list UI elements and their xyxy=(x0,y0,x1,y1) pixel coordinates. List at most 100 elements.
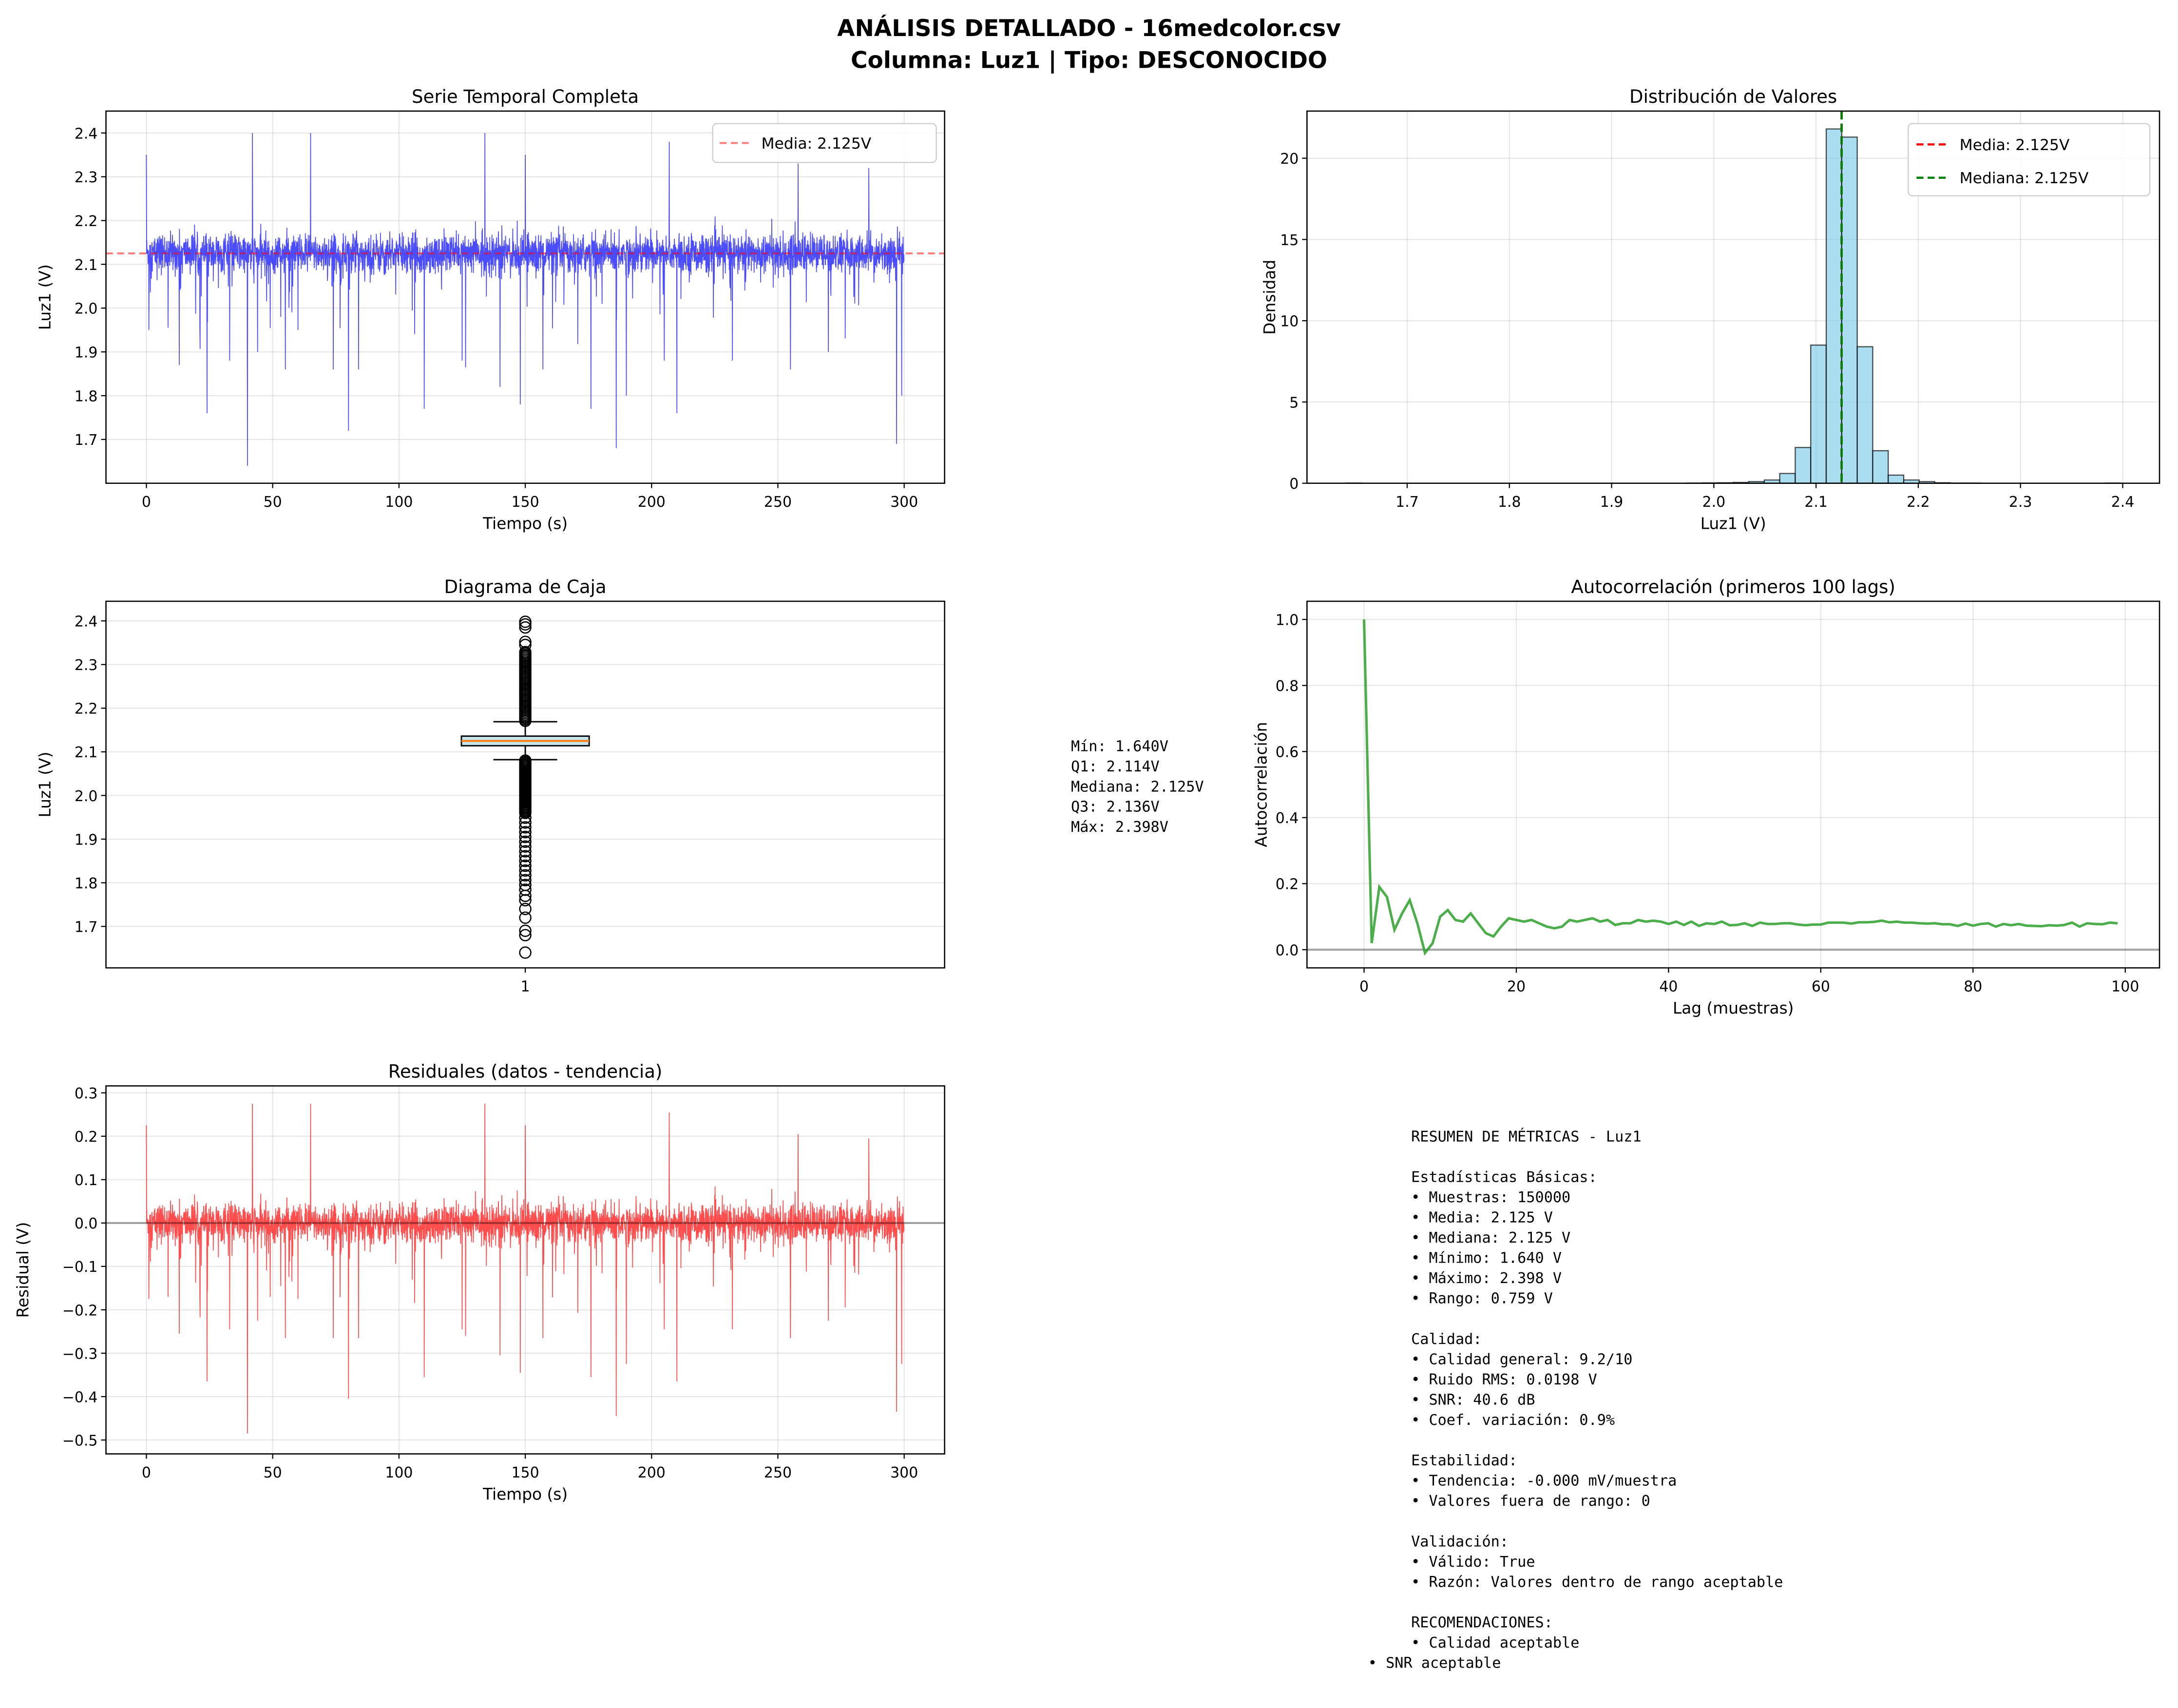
box-stats-line: Q1: 2.114V xyxy=(1071,758,1160,775)
y-tick-label: 1.0 xyxy=(1276,612,1299,629)
y-tick-label: 2.4 xyxy=(75,614,98,631)
x-tick-label: 50 xyxy=(264,1464,282,1481)
outlier-marker xyxy=(519,864,532,877)
summary-line: Calidad: xyxy=(1411,1331,1482,1348)
x-axis-label: Luz1 (V) xyxy=(1700,515,1766,533)
outlier-marker xyxy=(519,835,532,848)
summary-line: • Mediana: 2.125 V xyxy=(1411,1229,1570,1247)
outlier-marker xyxy=(519,929,532,941)
x-tick-label: 2.2 xyxy=(1907,494,1930,511)
summary-line: • Mínimo: 1.640 V xyxy=(1411,1250,1562,1267)
outlier-marker xyxy=(519,894,532,907)
x-tick-label: 100 xyxy=(385,1464,413,1481)
summary-line: • Máximo: 2.398 V xyxy=(1411,1270,1562,1287)
outlier-marker xyxy=(519,946,532,959)
outlier-marker xyxy=(519,859,532,872)
y-tick-label: 2.2 xyxy=(75,701,98,718)
x-tick-label: 150 xyxy=(512,1464,539,1481)
serie-frame xyxy=(105,110,945,484)
axes-title: Residuales (datos - tendencia) xyxy=(388,1061,663,1082)
acf-axes xyxy=(1302,601,2160,973)
x-tick-label: 0 xyxy=(142,494,151,511)
summary-line: • Tendencia: -0.000 mV/muestra xyxy=(1411,1473,1677,1490)
outlier-marker xyxy=(519,621,532,634)
y-tick-label: 0 xyxy=(1289,476,1299,493)
outlier-marker xyxy=(519,816,532,829)
summary-line: Validación: xyxy=(1411,1533,1509,1550)
outlier-marker xyxy=(519,638,532,652)
x-tick-label: 1.8 xyxy=(1498,494,1521,511)
y-axis-label: Luz1 (V) xyxy=(36,752,55,818)
y-tick-label: 0.4 xyxy=(1276,810,1299,827)
y-axis-label: Densidad xyxy=(1261,260,1279,335)
summary-line: • Calidad aceptable xyxy=(1411,1634,1579,1651)
legend-box xyxy=(712,123,937,163)
y-tick-label: 2.2 xyxy=(75,213,98,230)
figure-title: ANÁLISIS DETALLADO - 16medcolor.csv xyxy=(837,15,1341,42)
summary-line: • Razón: Valores dentro de rango aceptab… xyxy=(1411,1574,1783,1591)
histogram-bar xyxy=(1872,450,1889,484)
legend-mean-label: Media: 2.125V xyxy=(761,135,871,153)
x-tick-label: 2.3 xyxy=(2009,494,2032,511)
legend-median-label: Mediana: 2.125V xyxy=(1960,170,2089,187)
outlier-marker xyxy=(519,821,532,834)
y-tick-label: 1.9 xyxy=(75,831,98,848)
x-tick-label: 2.4 xyxy=(2111,494,2135,511)
y-tick-label: 1.9 xyxy=(75,345,98,362)
x-tick-label: 0 xyxy=(1359,979,1369,996)
y-axis-label: Luz1 (V) xyxy=(36,264,55,330)
box-stats-line: Q3: 2.136V xyxy=(1071,799,1160,816)
summary-line: • Muestras: 150000 xyxy=(1411,1189,1570,1206)
x-tick-label: 60 xyxy=(1812,979,1830,996)
y-tick-label: −0.4 xyxy=(62,1389,98,1406)
histogram-bar xyxy=(1856,346,1873,484)
acf-frame xyxy=(1306,600,2160,969)
outlier-marker xyxy=(519,850,532,863)
summary-line: • Ruido RMS: 0.0198 V xyxy=(1411,1371,1597,1388)
histogram-bar xyxy=(1795,447,1812,484)
summary-line: • Rango: 0.759 V xyxy=(1411,1290,1553,1307)
y-tick-label: 20 xyxy=(1280,151,1299,168)
x-tick-label: 250 xyxy=(764,494,792,511)
histogram-bar xyxy=(1810,345,1827,484)
x-tick-label: 1.9 xyxy=(1600,494,1624,511)
x-tick-label: 0 xyxy=(142,1464,151,1481)
y-tick-label: 2.0 xyxy=(75,788,98,805)
y-tick-label: 1.8 xyxy=(75,388,98,405)
outlier-marker xyxy=(519,869,532,882)
summary-line: • Válido: True xyxy=(1411,1554,1535,1571)
x-tick-label: 150 xyxy=(512,494,539,511)
x-tick-label: 1.7 xyxy=(1395,494,1419,511)
histogram-bar xyxy=(1888,474,1905,484)
y-tick-label: 2.4 xyxy=(75,125,98,142)
outlier-marker xyxy=(519,635,532,648)
outlier-marker xyxy=(519,825,532,839)
y-tick-label: 10 xyxy=(1280,313,1299,330)
y-tick-label: 1.7 xyxy=(75,432,98,449)
y-tick-label: 0.3 xyxy=(75,1085,98,1102)
x-tick-label: 200 xyxy=(638,494,666,511)
x-tick-label: 80 xyxy=(1964,979,1982,996)
box-stats-line: Mín: 1.640V xyxy=(1071,738,1168,755)
outlier-marker xyxy=(519,615,532,628)
y-tick-label: 0.6 xyxy=(1276,744,1299,761)
axes-title: Autocorrelación (primeros 100 lags) xyxy=(1571,576,1895,597)
x-tick-label: 20 xyxy=(1507,979,1526,996)
outlier-marker xyxy=(519,883,532,896)
y-tick-label: 1.7 xyxy=(75,919,98,936)
hist-frame xyxy=(1306,110,2160,484)
summary-line: Estadísticas Básicas: xyxy=(1411,1169,1597,1186)
resid-frame xyxy=(105,1085,945,1455)
legend-mean-label: Media: 2.125V xyxy=(1960,136,2070,154)
x-axis-label: Lag (muestras) xyxy=(1673,999,1794,1017)
summary-line: • Valores fuera de rango: 0 xyxy=(1411,1493,1650,1510)
x-axis-label: Tiempo (s) xyxy=(482,515,568,533)
y-tick-label: 2.1 xyxy=(75,257,98,274)
y-axis-label: Autocorrelación xyxy=(1252,722,1271,847)
summary-line: • Coef. variación: 0.9% xyxy=(1411,1412,1615,1429)
y-tick-label: 0.8 xyxy=(1276,678,1299,695)
y-tick-label: 0.2 xyxy=(1276,876,1299,893)
x-tick-label: 2.1 xyxy=(1804,494,1828,511)
outlier-marker xyxy=(519,811,532,824)
y-tick-label: 0.0 xyxy=(75,1215,98,1232)
